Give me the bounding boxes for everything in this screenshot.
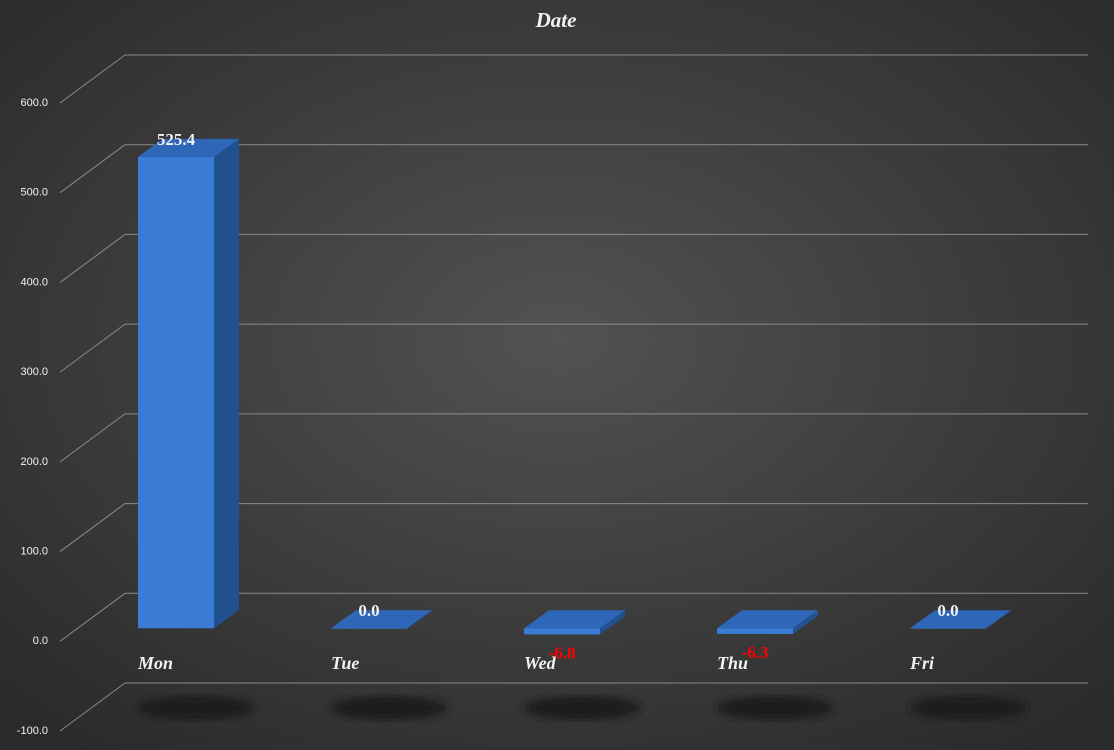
grid-line-side	[59, 54, 126, 104]
bar-shadow	[524, 696, 640, 720]
bar	[910, 610, 1011, 629]
value-label: -6.8	[549, 643, 576, 662]
y-tick-label: 100.0	[20, 545, 48, 557]
grid-line-side	[59, 323, 126, 373]
bar-front	[331, 628, 407, 629]
value-label: 0.0	[937, 601, 958, 620]
grid-line-side	[59, 144, 126, 194]
bar-top	[910, 610, 1011, 629]
y-tick-label: 600.0	[20, 97, 48, 109]
bar-side	[407, 610, 432, 629]
y-tick-label: 500.0	[20, 187, 48, 199]
bar	[138, 138, 239, 629]
x-tick-label: Thu	[717, 653, 748, 673]
bar-front	[910, 628, 986, 629]
bar-side	[793, 610, 818, 634]
grid-line-side	[59, 503, 126, 552]
x-tick-label: Mon	[137, 653, 173, 673]
x-tick-label: Fri	[909, 653, 934, 673]
value-label: -6.3	[742, 643, 769, 662]
bar-shadow	[717, 696, 833, 720]
bar	[717, 610, 818, 634]
bar-top	[524, 610, 625, 629]
grid-line-side	[59, 234, 126, 283]
y-tick-label: 300.0	[20, 366, 48, 378]
grid-line-side	[59, 682, 126, 732]
bar-top	[138, 138, 239, 157]
bar-front	[524, 628, 600, 635]
y-tick-label: -100.0	[17, 725, 48, 737]
chart-title: Date	[535, 8, 577, 32]
y-tick-label: 400.0	[20, 276, 48, 288]
bar	[331, 610, 432, 629]
bar-front	[717, 628, 793, 634]
bar-side	[214, 138, 239, 629]
bar-side	[600, 610, 625, 635]
bar-top	[331, 610, 432, 629]
value-label: 525.4	[157, 130, 196, 149]
value-label: 0.0	[358, 601, 379, 620]
y-tick-label: 200.0	[20, 456, 48, 468]
x-tick-label: Tue	[331, 653, 359, 673]
bar-side	[986, 610, 1011, 629]
bar-shadow	[138, 696, 254, 720]
bar-top	[717, 610, 818, 629]
grid-line-side	[59, 413, 126, 463]
grid-line-side	[59, 592, 126, 642]
x-tick-label: Wed	[524, 653, 557, 673]
bar-front	[138, 156, 214, 629]
bar	[524, 610, 625, 635]
y-tick-label: 0.0	[33, 635, 48, 647]
bar-shadow	[331, 696, 447, 720]
bar-shadow	[910, 696, 1026, 720]
